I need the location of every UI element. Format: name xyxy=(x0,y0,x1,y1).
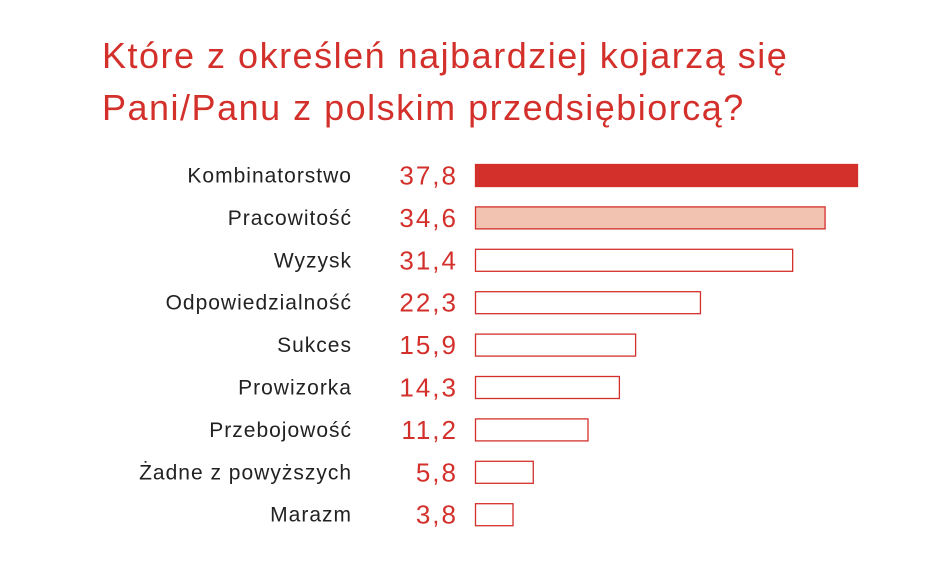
value-label: 31,4 xyxy=(399,245,458,275)
value-label: 22,3 xyxy=(399,288,458,318)
bar xyxy=(474,375,621,400)
category-label: Kombinatorstwo xyxy=(187,165,352,188)
value-label: 5,8 xyxy=(416,457,458,487)
category-label: Żadne z powyższych xyxy=(139,461,352,484)
value-label: 15,9 xyxy=(399,330,458,360)
bar xyxy=(474,291,702,315)
chart-title-line-2: Pani/Panu z polskim przedsiębiorcą? xyxy=(102,87,745,128)
category-label: Odpowiedzialność xyxy=(166,292,352,315)
value-label: 34,6 xyxy=(399,203,458,233)
value-label: 11,2 xyxy=(401,415,458,445)
bar-rows: Kombinatorstwo 37,8 Pracowitość 34,6 Wyzysk 3… xyxy=(139,161,859,530)
category-label: Przebojowość xyxy=(209,419,352,442)
category-label: Prowizorka xyxy=(238,377,352,400)
bar xyxy=(474,206,826,230)
category-label: Pracowitość xyxy=(228,207,352,230)
bar xyxy=(474,333,637,357)
chart-title: Które z określeń najbardziej kojarzą się… xyxy=(102,30,922,134)
bar xyxy=(474,163,859,188)
value-label: 3,8 xyxy=(416,500,458,530)
chart-title-line-1: Które z określeń najbardziej kojarzą się xyxy=(102,35,789,76)
category-label: Sukces xyxy=(277,334,352,357)
category-label: Wyzysk xyxy=(274,249,352,272)
bar xyxy=(474,248,794,272)
bar xyxy=(474,418,589,442)
value-label: 37,8 xyxy=(399,161,458,191)
category-label: Marazm xyxy=(270,504,352,527)
bar xyxy=(474,503,514,527)
bar xyxy=(474,460,534,484)
value-label: 14,3 xyxy=(399,373,458,403)
